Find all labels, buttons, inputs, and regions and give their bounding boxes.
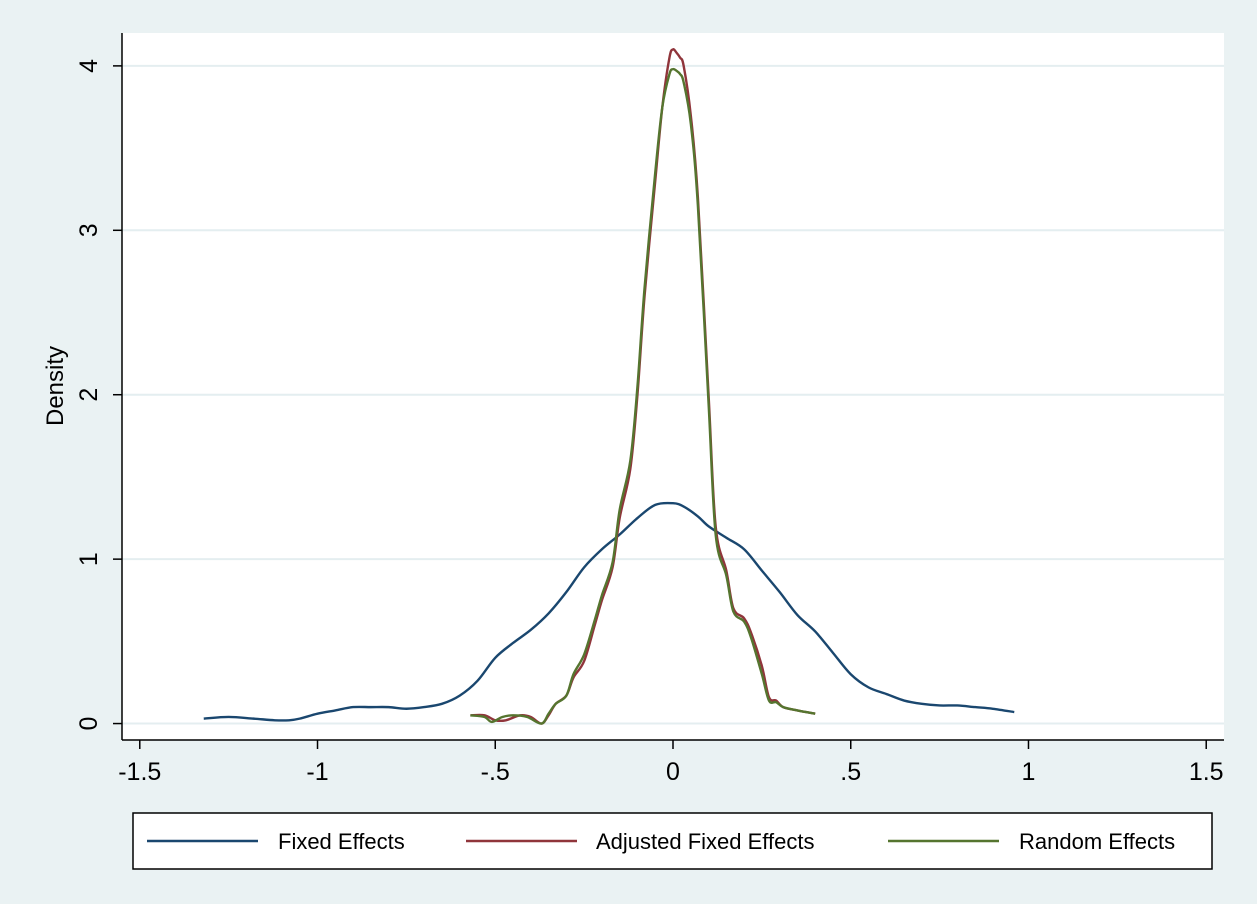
plot-area (122, 33, 1224, 740)
legend: Fixed Effects Adjusted Fixed Effects Rando… (132, 812, 1213, 870)
y-tick-label: 4 (75, 59, 103, 73)
y-ticks: 0 1 2 3 4 (75, 59, 122, 731)
y-axis-title: Density (42, 346, 69, 426)
x-tick-label: 1 (1022, 758, 1036, 786)
y-tick-label: 2 (75, 388, 103, 402)
legend-label: Fixed Effects (278, 829, 405, 854)
series-lines (203, 48, 1015, 725)
gridlines (122, 64, 1224, 725)
legend-label: Random Effects (1019, 829, 1175, 854)
x-tick-label: 1.5 (1189, 758, 1224, 786)
legend-label: Adjusted Fixed Effects (596, 829, 815, 854)
x-tick-label: -1.5 (118, 758, 161, 786)
series-line-0 (203, 501, 1015, 722)
y-tick-label: 0 (75, 717, 103, 731)
series-line-2 (470, 67, 816, 725)
x-tick-label: 0 (666, 758, 680, 786)
y-tick-label: 1 (75, 552, 103, 566)
x-tick-label: .5 (840, 758, 861, 786)
x-ticks: -1.5 -1 -.5 0 .5 1 1.5 (118, 740, 1224, 786)
y-tick-label: 3 (75, 223, 103, 237)
x-tick-label: -1 (306, 758, 328, 786)
legend-box (132, 812, 1213, 870)
x-tick-label: -.5 (481, 758, 510, 786)
